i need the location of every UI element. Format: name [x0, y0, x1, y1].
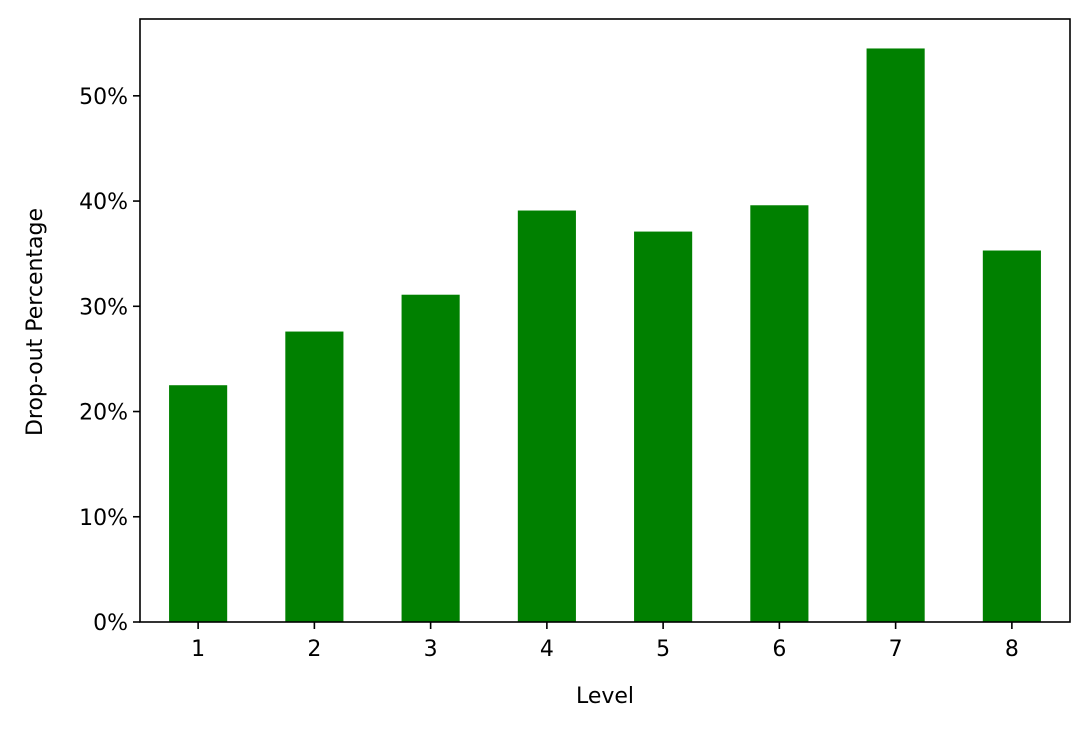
y-tick-label: 40%: [79, 190, 128, 215]
y-axis: 0% 10% 20% 30% 40% 50%: [79, 85, 140, 636]
bar-level-8: [982, 250, 1041, 623]
x-tick-label: 4: [540, 637, 554, 662]
y-tick-label: 10%: [79, 506, 128, 531]
bar-level-2: [285, 331, 344, 622]
x-tick-label: 2: [307, 637, 321, 662]
x-tick-label: 1: [191, 637, 205, 662]
x-tick-label: 5: [656, 637, 670, 662]
bar-level-4: [517, 210, 576, 622]
y-tick-label: 20%: [79, 401, 128, 426]
y-tick-label: 0%: [93, 611, 128, 636]
y-tick-label: 30%: [79, 295, 128, 320]
x-tick-label: 8: [1005, 637, 1019, 662]
y-axis-label: Drop-out Percentage: [23, 208, 48, 436]
plot-frame: [139, 18, 1071, 623]
x-tick-label: 3: [424, 637, 438, 662]
bar-level-1: [169, 385, 228, 622]
x-axis: 1 2 3 4 5 6 7 8: [191, 622, 1019, 662]
x-tick-label: 7: [889, 637, 903, 662]
y-tick-label: 50%: [79, 85, 128, 110]
bar-level-5: [634, 231, 693, 622]
bar-level-7: [866, 48, 925, 623]
bar-level-6: [750, 205, 809, 622]
bars-group: [169, 48, 1041, 623]
x-tick-label: 6: [772, 637, 786, 662]
x-axis-label: Level: [576, 684, 634, 709]
bar-level-3: [401, 294, 460, 622]
